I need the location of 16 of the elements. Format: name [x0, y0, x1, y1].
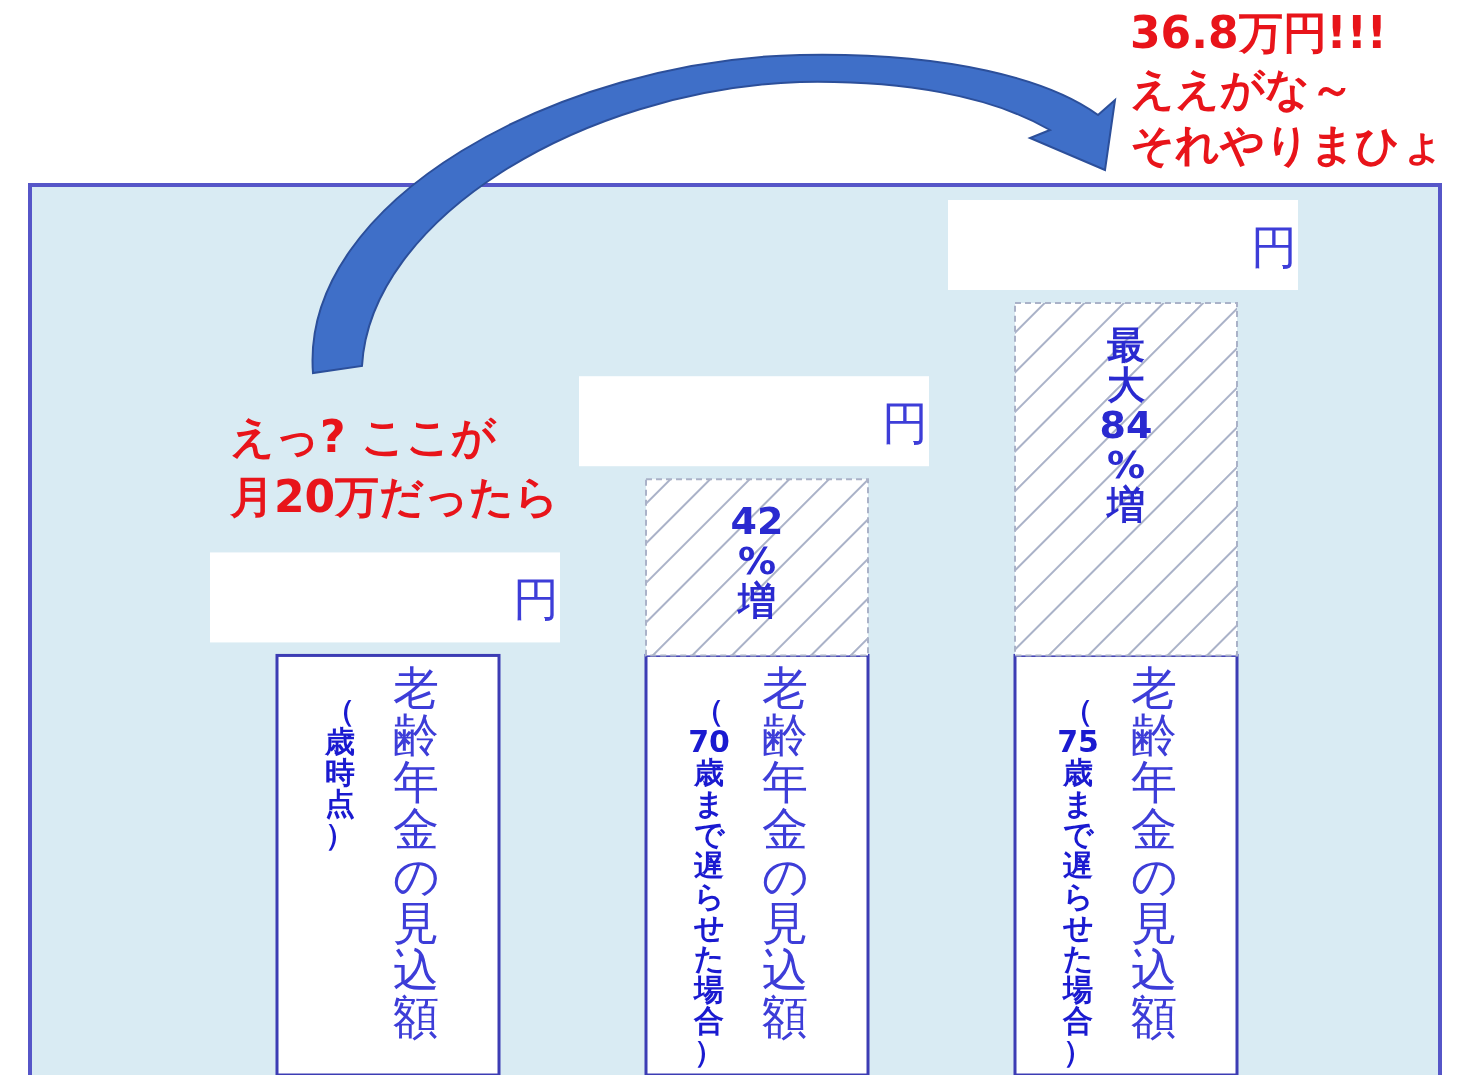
data-label: 42%増 — [729, 499, 785, 624]
x-tick-label: 老齢年金の見込額 — [1129, 661, 1179, 1045]
data-label: 最大84%増 — [1098, 323, 1154, 527]
text: 円 — [1251, 220, 1297, 274]
annotation: 円 — [513, 572, 559, 627]
text: 36.8万円!!! — [1130, 7, 1387, 58]
x-tick-label: 老齢年金の見込額 — [760, 661, 810, 1045]
annotation: えっ? ここが — [230, 411, 497, 462]
annotation: 月20万だったら — [229, 471, 560, 522]
annotation: 円 — [882, 396, 928, 451]
annotation: （歳時点） — [324, 693, 356, 853]
text: ええがな～ — [1130, 63, 1354, 114]
text: それやりまひょ — [1130, 119, 1445, 170]
text: （70歳まで遅らせた場合） — [688, 693, 730, 1070]
text: （75歳まで遅らせた場合） — [1057, 693, 1099, 1070]
x-tick-label: 老齢年金の見込額 — [391, 661, 441, 1045]
